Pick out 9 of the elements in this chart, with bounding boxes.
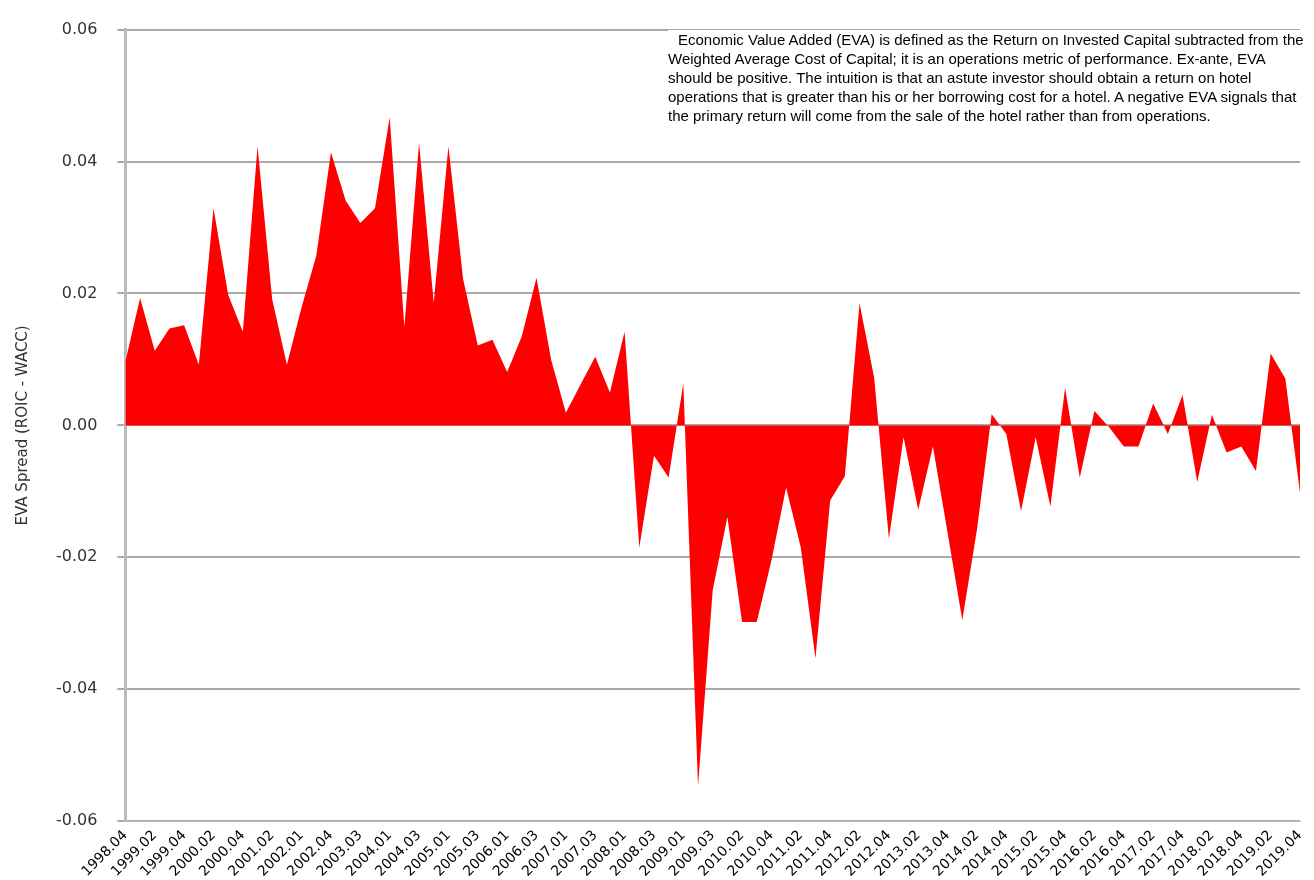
y-tick-label: 0.00 <box>61 414 98 434</box>
y-tick-label: -0.04 <box>55 678 98 698</box>
annotation: Economic Value Added (EVA) is defined as the Return on Invested Capital subtracted from the Weighted Average Cost of Capital; it is an operations metric of performance. Ex-ante, EVA should be positive. The intuition is that an astute investor should obtain a return on hotel operations that is greater than his or her borrowing cost for a hotel. A negative EVA signals that the primary return will come from the sale of the hotel rather than from operations. <box>668 30 1308 125</box>
y-tick-label: 0.06 <box>61 18 98 38</box>
y-tick-label: 0.04 <box>61 150 98 170</box>
y-tick-label: 0.02 <box>61 282 98 302</box>
y-axis-title: EVA Spread (ROIC - WACC) <box>12 325 31 526</box>
y-tick-label: -0.02 <box>55 546 98 566</box>
y-tick-label: -0.06 <box>55 810 98 830</box>
